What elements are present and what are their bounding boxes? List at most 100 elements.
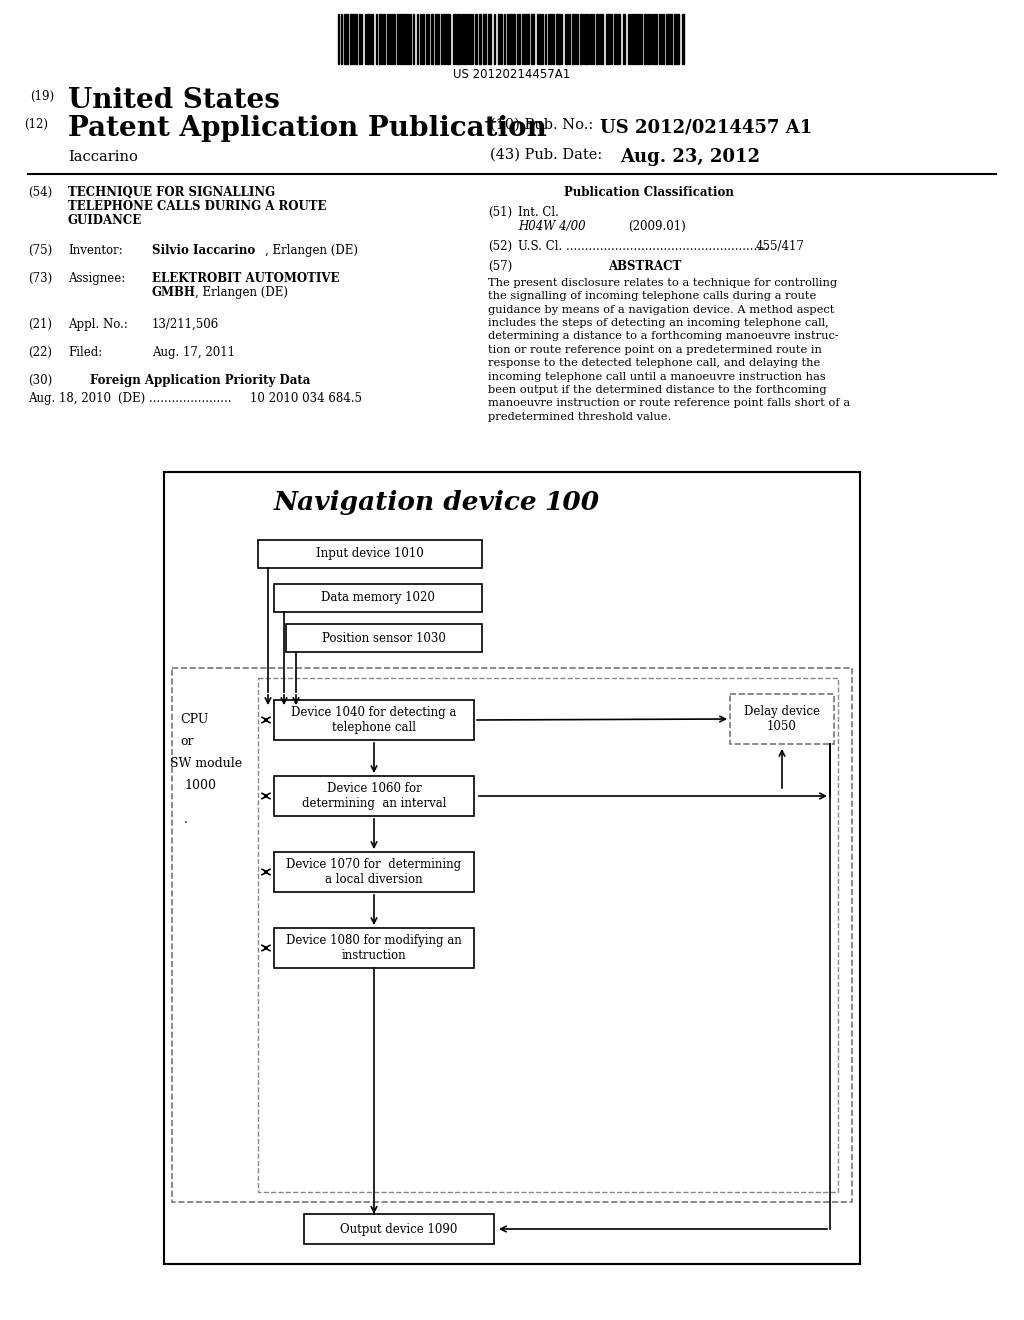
Bar xyxy=(580,15,582,63)
Text: US 20120214457A1: US 20120214457A1 xyxy=(454,69,570,81)
Text: (22): (22) xyxy=(28,346,52,359)
Bar xyxy=(730,694,834,744)
Text: (57): (57) xyxy=(488,260,512,273)
Bar xyxy=(596,15,598,63)
Bar xyxy=(670,15,672,63)
Text: 455/417: 455/417 xyxy=(756,240,805,253)
Text: 10 2010 034 684.5: 10 2010 034 684.5 xyxy=(250,392,362,405)
Text: Position sensor 1030: Position sensor 1030 xyxy=(323,631,445,644)
Bar xyxy=(644,15,646,63)
Text: Inventor:: Inventor: xyxy=(68,244,123,257)
Text: ELEKTROBIT AUTOMOTIVE: ELEKTROBIT AUTOMOTIVE xyxy=(152,272,340,285)
Text: (10) Pub. No.:: (10) Pub. No.: xyxy=(490,117,602,132)
Text: Aug. 17, 2011: Aug. 17, 2011 xyxy=(152,346,234,359)
Bar xyxy=(164,473,860,1265)
Bar xyxy=(524,15,526,63)
Bar xyxy=(674,15,676,63)
Text: Appl. No.:: Appl. No.: xyxy=(68,318,128,331)
Bar xyxy=(513,15,515,63)
Text: GMBH: GMBH xyxy=(152,286,196,300)
Bar xyxy=(431,15,433,63)
Bar xyxy=(457,15,460,63)
Bar xyxy=(483,15,486,63)
Bar xyxy=(601,15,603,63)
Text: (2009.01): (2009.01) xyxy=(628,220,686,234)
Bar xyxy=(475,15,477,63)
Text: (52): (52) xyxy=(488,240,512,253)
Bar xyxy=(539,15,541,63)
Text: H04W 4/00: H04W 4/00 xyxy=(518,220,586,234)
Text: , Erlangen (DE): , Erlangen (DE) xyxy=(265,244,358,257)
Text: Iaccarino: Iaccarino xyxy=(68,150,138,164)
Bar xyxy=(488,15,490,63)
Text: TECHNIQUE FOR SIGNALLING: TECHNIQUE FOR SIGNALLING xyxy=(68,186,275,199)
Text: 13/211,506: 13/211,506 xyxy=(152,318,219,331)
Bar xyxy=(367,15,370,63)
Text: (DE) ......................: (DE) ...................... xyxy=(118,392,231,405)
Bar xyxy=(618,15,620,63)
Text: Filed:: Filed: xyxy=(68,346,102,359)
Text: SW module: SW module xyxy=(170,756,242,770)
Bar xyxy=(397,15,399,63)
Bar xyxy=(350,15,352,63)
Text: (51): (51) xyxy=(488,206,512,219)
Bar xyxy=(403,15,406,63)
Text: Data memory 1020: Data memory 1020 xyxy=(322,591,435,605)
Bar xyxy=(565,15,568,63)
Text: or: or xyxy=(180,735,194,748)
Text: Publication Classification: Publication Classification xyxy=(564,186,734,199)
Bar xyxy=(479,15,481,63)
Text: Delay device
1050: Delay device 1050 xyxy=(744,705,820,733)
Bar xyxy=(274,851,474,892)
Text: Input device 1010: Input device 1010 xyxy=(316,548,424,561)
Text: GUIDANCE: GUIDANCE xyxy=(68,214,142,227)
Bar xyxy=(443,15,445,63)
Bar xyxy=(446,15,450,63)
Bar xyxy=(304,1214,494,1243)
Bar xyxy=(258,540,482,568)
Bar xyxy=(371,15,373,63)
Bar xyxy=(172,668,852,1203)
Text: Device 1070 for  determining
a local diversion: Device 1070 for determining a local dive… xyxy=(287,858,462,886)
Bar xyxy=(585,15,588,63)
Bar xyxy=(666,15,669,63)
Text: (12): (12) xyxy=(24,117,48,131)
Text: Output device 1090: Output device 1090 xyxy=(340,1222,458,1236)
Text: (73): (73) xyxy=(28,272,52,285)
Text: Navigation device: Navigation device xyxy=(274,490,538,515)
Bar xyxy=(463,15,465,63)
Text: 1000: 1000 xyxy=(184,779,216,792)
Text: US 2012/0214457 A1: US 2012/0214457 A1 xyxy=(600,117,812,136)
Bar xyxy=(509,15,512,63)
Text: Patent Application Publication: Patent Application Publication xyxy=(68,115,547,143)
Text: .: . xyxy=(184,813,187,826)
Bar xyxy=(344,15,348,63)
Bar xyxy=(552,15,554,63)
Bar xyxy=(355,15,357,63)
Text: The present disclosure relates to a technique for controlling
the signalling of : The present disclosure relates to a tech… xyxy=(488,279,850,421)
Bar xyxy=(556,15,560,63)
Bar xyxy=(422,15,424,63)
Bar xyxy=(682,15,684,63)
Bar xyxy=(614,15,617,63)
Text: CPU: CPU xyxy=(180,713,208,726)
Text: U.S. Cl. ......................................................: U.S. Cl. ...............................… xyxy=(518,240,768,253)
Text: Int. Cl.: Int. Cl. xyxy=(518,206,559,219)
Bar xyxy=(387,15,389,63)
Text: Device 1080 for modifying an
instruction: Device 1080 for modifying an instruction xyxy=(286,935,462,962)
Text: 100: 100 xyxy=(544,490,599,515)
Text: Aug. 18, 2010: Aug. 18, 2010 xyxy=(28,392,111,405)
Bar xyxy=(435,15,439,63)
Bar xyxy=(623,15,625,63)
Bar xyxy=(383,15,385,63)
Bar xyxy=(632,15,635,63)
Bar xyxy=(286,624,482,652)
Text: Foreign Application Priority Data: Foreign Application Priority Data xyxy=(90,374,310,387)
Bar xyxy=(647,15,649,63)
Text: (30): (30) xyxy=(28,374,52,387)
Text: (75): (75) xyxy=(28,244,52,257)
Bar xyxy=(548,15,551,63)
Bar xyxy=(406,15,408,63)
Bar xyxy=(274,700,474,741)
Text: (21): (21) xyxy=(28,318,52,331)
